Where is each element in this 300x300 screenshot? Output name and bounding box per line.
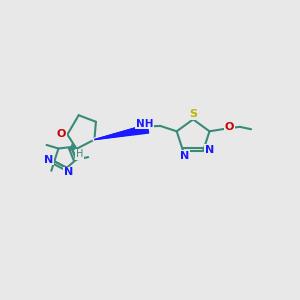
Text: NH: NH <box>136 118 153 129</box>
Text: O: O <box>225 122 234 132</box>
Text: N: N <box>205 145 214 155</box>
Text: N: N <box>44 155 54 165</box>
Text: N: N <box>180 151 189 161</box>
Text: N: N <box>64 167 73 177</box>
Polygon shape <box>94 124 148 140</box>
Polygon shape <box>94 125 149 140</box>
Text: O: O <box>57 129 66 139</box>
Text: H: H <box>76 149 83 159</box>
Text: S: S <box>189 109 197 119</box>
